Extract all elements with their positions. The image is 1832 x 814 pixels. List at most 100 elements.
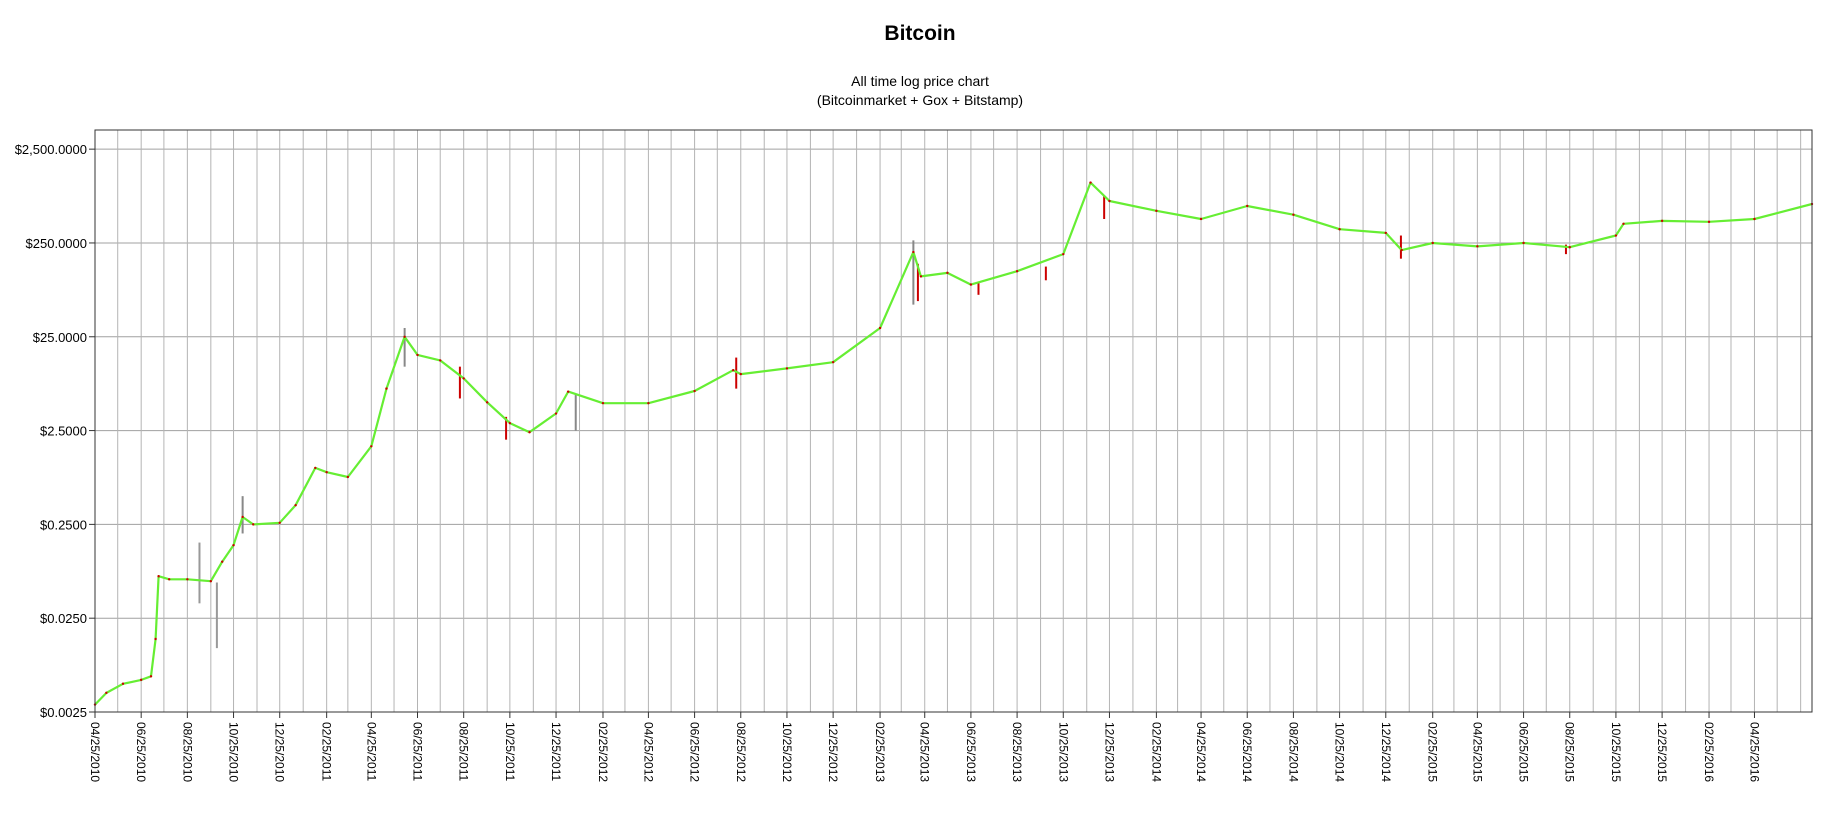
x-tick-label: 08/25/2015	[1563, 722, 1577, 782]
price-point	[416, 353, 419, 357]
x-tick-label: 06/25/2013	[964, 722, 978, 782]
price-line	[94, 181, 1813, 706]
price-point	[508, 421, 512, 425]
y-tick-label: $0.2500	[40, 517, 87, 532]
x-tick-label: 10/25/2011	[503, 722, 517, 781]
price-point	[462, 377, 465, 380]
price-point	[325, 470, 328, 474]
x-tick-label: 02/25/2016	[1702, 722, 1716, 782]
price-point	[439, 359, 442, 362]
price-point	[1246, 204, 1249, 208]
price-point	[878, 326, 882, 330]
price-point	[739, 372, 742, 376]
price-point	[1622, 222, 1625, 226]
price-point	[149, 675, 153, 678]
x-tick-label: 02/25/2011	[320, 722, 334, 781]
price-point	[485, 401, 489, 404]
x-tick-label: 10/25/2013	[1056, 722, 1070, 782]
gridlines	[89, 130, 1812, 718]
x-tick-label: 04/25/2013	[918, 722, 932, 782]
chart-subtitle-line-1: All time log price chart	[851, 73, 989, 89]
price-point	[252, 523, 255, 526]
x-tick-label: 10/25/2010	[227, 722, 241, 782]
x-tick-label: 08/25/2014	[1286, 722, 1300, 782]
x-tick-label: 02/25/2015	[1426, 722, 1440, 782]
y-tick-label: $2.5000	[40, 424, 87, 439]
price-point	[566, 390, 570, 393]
price-wicks	[198, 195, 1567, 649]
price-point	[370, 445, 373, 448]
price-point	[1062, 252, 1065, 256]
chart-title: Bitcoin	[884, 22, 955, 45]
x-tick-label: 12/25/2012	[826, 722, 840, 782]
y-tick-label: $25.0000	[33, 330, 87, 345]
x-tick-label: 02/25/2014	[1149, 722, 1163, 782]
y-tick-label: $250.0000	[26, 236, 87, 251]
price-point	[1155, 209, 1158, 213]
price-point	[1015, 269, 1019, 273]
price-point	[919, 275, 923, 278]
price-point	[157, 575, 160, 578]
price-point	[278, 521, 281, 524]
x-tick-label: 06/25/2015	[1517, 722, 1531, 782]
x-tick-label: 02/25/2012	[596, 722, 610, 782]
x-tick-label: 12/25/2013	[1102, 722, 1116, 782]
price-point	[1384, 231, 1387, 235]
price-point	[241, 515, 244, 519]
price-point	[1108, 199, 1111, 203]
price-point	[1522, 241, 1525, 245]
y-tick-label: $2,500.0000	[15, 142, 87, 157]
price-point	[1292, 213, 1295, 216]
price-point	[1707, 220, 1711, 224]
x-tick-label: 10/25/2015	[1609, 722, 1623, 782]
x-tick-label: 12/25/2014	[1379, 722, 1393, 782]
price-point	[1431, 241, 1434, 245]
price-point	[167, 578, 171, 581]
x-tick-label: 10/25/2012	[780, 722, 794, 782]
x-axis-tick-labels: 04/25/2010 06/25/2010 08/25/2010 10/25/2010…	[88, 722, 1761, 782]
price-point	[946, 271, 949, 275]
x-tick-label: 04/25/2014	[1194, 722, 1208, 782]
x-tick-label: 06/25/2010	[134, 722, 148, 782]
price-point	[314, 466, 317, 470]
price-series	[93, 181, 1814, 706]
x-tick-label: 08/25/2011	[457, 722, 471, 781]
price-point	[693, 389, 696, 393]
price-point	[1400, 248, 1403, 252]
x-tick-label: 02/25/2013	[873, 722, 887, 782]
plot-area-frame	[94, 129, 1813, 713]
price-point	[1199, 217, 1203, 221]
price-point	[186, 578, 189, 581]
price-point	[601, 401, 605, 405]
price-point	[209, 579, 213, 583]
price-point	[294, 504, 297, 507]
x-tick-label: 04/25/2016	[1747, 722, 1761, 782]
price-point	[554, 412, 558, 415]
price-point	[105, 691, 108, 695]
price-point	[346, 475, 350, 479]
price-point	[1614, 234, 1618, 237]
x-tick-label: 08/25/2012	[734, 722, 748, 782]
price-point	[831, 360, 835, 364]
x-tick-label: 04/25/2010	[88, 722, 102, 782]
price-point	[1476, 245, 1479, 248]
price-point	[912, 250, 915, 254]
price-point	[731, 369, 735, 372]
price-point	[232, 543, 235, 547]
price-point	[1753, 217, 1756, 221]
x-tick-label: 06/25/2014	[1240, 722, 1254, 782]
price-point	[528, 431, 531, 434]
price-point	[154, 637, 157, 641]
y-axis-tick-labels: $2,500.0000 $250.0000 $25.0000 $2.5000 $0.25…	[15, 142, 87, 720]
x-tick-label: 12/25/2015	[1655, 722, 1669, 782]
price-point	[1568, 246, 1571, 249]
x-tick-label: 04/25/2011	[364, 722, 378, 781]
x-tick-label: 12/25/2010	[273, 722, 287, 782]
price-point	[785, 367, 789, 370]
x-tick-label: 10/25/2014	[1333, 722, 1347, 782]
price-point	[385, 387, 388, 390]
y-tick-label: $0.0250	[40, 611, 87, 626]
x-tick-label: 06/25/2011	[411, 722, 425, 781]
